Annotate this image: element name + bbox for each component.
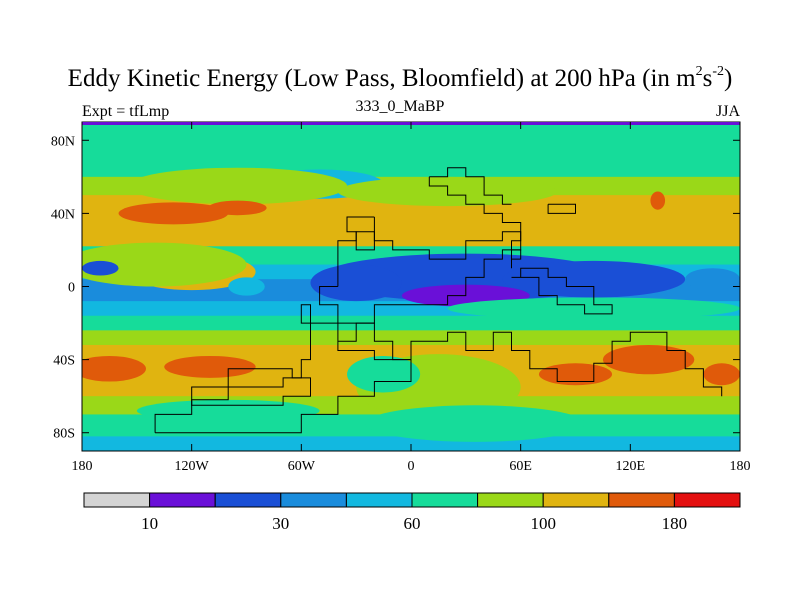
coastline <box>429 167 512 205</box>
colorbar-label: 10 <box>141 514 158 533</box>
colorbar-label: 180 <box>662 514 688 533</box>
field-band <box>82 213 740 233</box>
field-patch <box>118 202 229 225</box>
field-band <box>82 231 740 247</box>
x-tick-label: 120W <box>175 459 210 474</box>
chart-title: Eddy Kinetic Energy (Low Pass, Bloomfiel… <box>67 64 733 93</box>
x-tick-label: 60W <box>288 459 316 474</box>
colorbar-box <box>83 492 151 508</box>
coastline <box>547 203 576 214</box>
colorbar-box <box>149 492 216 508</box>
x-tick-label: 180 <box>730 459 751 474</box>
season-label: JJA <box>715 103 740 120</box>
field-patch <box>310 264 402 302</box>
field-patch <box>347 355 421 393</box>
field-patch <box>82 242 247 287</box>
colorbar-box <box>608 492 675 508</box>
field-band <box>82 315 740 331</box>
coastline <box>346 216 375 251</box>
experiment-label: Expt = tfLmp <box>82 103 170 120</box>
colorbar-label: 60 <box>404 514 421 533</box>
y-tick-label: 80N <box>51 134 75 149</box>
y-tick-label: 40N <box>51 207 75 222</box>
colorbar-label: 30 <box>272 514 289 533</box>
field-patch <box>447 297 740 320</box>
run-id-label: 333_0_MaBP <box>355 98 445 115</box>
field-patch <box>650 191 666 210</box>
coastline <box>428 176 522 269</box>
field-patch <box>136 399 320 422</box>
field-patch <box>685 268 740 291</box>
coastline <box>154 304 412 434</box>
field-band <box>82 330 740 346</box>
coastline <box>191 368 311 406</box>
colorbar-label: 100 <box>530 514 556 533</box>
colorbar-box <box>477 492 544 508</box>
colorbar-box <box>345 492 413 508</box>
coastline <box>511 249 522 260</box>
coastline-layer <box>154 167 723 434</box>
field-patch <box>208 200 267 216</box>
field-patch <box>127 167 348 205</box>
x-tick-label: 60E <box>509 459 532 474</box>
colorbar-box <box>411 492 479 508</box>
field-band <box>82 436 740 451</box>
y-tick-label: 80S <box>53 427 75 442</box>
field-patch <box>164 355 256 378</box>
field-patch <box>703 363 740 386</box>
field-patch <box>82 355 146 382</box>
x-tick-label: 180 <box>72 459 93 474</box>
x-tick-label: 120E <box>616 459 646 474</box>
axis-layer: 180 120W 60W 0 60E 120E 180 80N 40N 0 40S 80S <box>51 122 751 474</box>
coastline <box>337 322 723 397</box>
field-patch <box>365 405 585 442</box>
colorbar-box <box>542 492 610 508</box>
colorbar-box <box>280 492 347 508</box>
y-tick-label: 40S <box>53 354 75 369</box>
x-tick-label: 0 <box>408 459 415 474</box>
field-layer <box>82 122 740 451</box>
field-patch <box>228 277 265 296</box>
field-patch <box>82 260 119 276</box>
y-tick-label: 0 <box>68 281 75 296</box>
coastline <box>511 267 613 315</box>
field-patch <box>602 344 695 375</box>
colorbar-box <box>214 492 282 508</box>
colorbar-box <box>673 492 741 508</box>
colorbar: 10 30 60 100 180 <box>83 492 741 533</box>
